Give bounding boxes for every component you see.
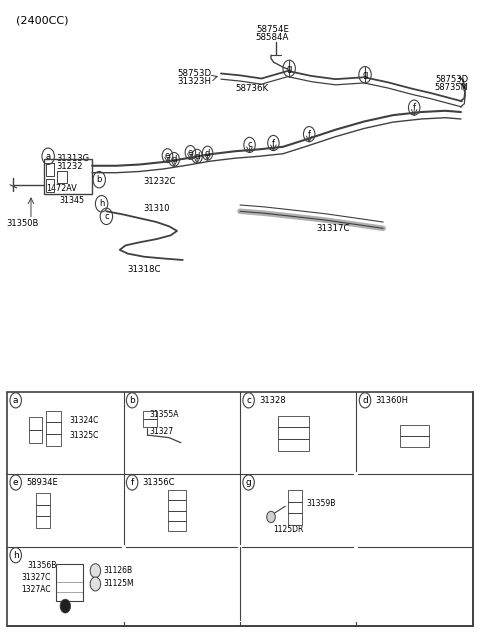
Text: 31360H: 31360H — [375, 396, 408, 405]
Text: e: e — [188, 148, 193, 157]
Circle shape — [60, 599, 71, 613]
Text: 31310: 31310 — [144, 204, 170, 213]
Text: d: d — [194, 152, 200, 161]
Text: 31356C: 31356C — [143, 478, 175, 487]
Bar — [143, 419, 157, 427]
Text: 31324C: 31324C — [69, 416, 98, 425]
Bar — [400, 425, 429, 436]
Text: (2400CC): (2400CC) — [16, 15, 68, 25]
Text: c: c — [247, 140, 252, 149]
Bar — [29, 417, 42, 430]
Text: g: g — [287, 64, 292, 73]
Circle shape — [243, 392, 254, 408]
Text: 31327C: 31327C — [22, 573, 51, 582]
Text: 31317C: 31317C — [316, 225, 350, 234]
Text: 31325C: 31325C — [69, 431, 98, 439]
Bar — [288, 513, 301, 525]
Bar — [46, 434, 61, 446]
Bar — [44, 159, 92, 194]
Bar — [46, 411, 61, 422]
Bar — [168, 511, 186, 521]
Bar — [36, 516, 50, 528]
Circle shape — [360, 392, 371, 408]
Circle shape — [243, 475, 254, 490]
Text: 58753D: 58753D — [435, 76, 468, 84]
Text: g: g — [246, 478, 252, 487]
Circle shape — [90, 577, 101, 591]
Text: 58934E: 58934E — [26, 478, 58, 487]
Bar — [288, 490, 301, 502]
Text: d: d — [205, 149, 210, 157]
Text: 31356B: 31356B — [27, 561, 57, 570]
Circle shape — [10, 392, 22, 408]
Bar — [278, 427, 309, 439]
Circle shape — [267, 511, 276, 523]
Text: 1327AC: 1327AC — [22, 585, 51, 594]
Text: 31313G: 31313G — [57, 154, 90, 163]
Text: f: f — [308, 130, 311, 138]
Circle shape — [10, 547, 22, 563]
Bar — [7, 392, 473, 626]
Text: a: a — [46, 152, 51, 161]
Bar — [400, 436, 429, 448]
Text: b: b — [129, 396, 135, 405]
Text: 58584A: 58584A — [256, 33, 289, 42]
Circle shape — [90, 564, 101, 578]
Text: 58754E: 58754E — [256, 25, 289, 34]
Bar — [278, 439, 309, 451]
Text: g: g — [362, 70, 368, 79]
Text: 31327: 31327 — [150, 427, 174, 436]
Text: 31328: 31328 — [259, 396, 286, 405]
Text: f: f — [413, 103, 416, 112]
Text: c: c — [104, 212, 108, 221]
Text: f: f — [131, 478, 134, 487]
Bar — [168, 521, 186, 531]
Text: a: a — [13, 396, 18, 405]
Text: 1125DR: 1125DR — [274, 525, 304, 534]
Text: f: f — [272, 138, 275, 147]
Text: 31232C: 31232C — [144, 177, 176, 186]
Bar — [46, 163, 54, 176]
Text: 58753D: 58753D — [177, 69, 211, 78]
Bar — [36, 493, 50, 505]
Bar — [278, 416, 309, 427]
Circle shape — [10, 475, 22, 490]
Text: 31125M: 31125M — [104, 580, 134, 589]
Text: 58735M: 58735M — [434, 83, 468, 92]
Text: d: d — [171, 155, 177, 164]
Text: h: h — [13, 551, 19, 559]
Bar — [46, 179, 54, 192]
Text: 31345: 31345 — [60, 196, 85, 205]
Text: 31355A: 31355A — [150, 410, 180, 418]
Bar — [288, 502, 301, 513]
Text: 31359B: 31359B — [307, 498, 336, 507]
Text: 31323H: 31323H — [178, 77, 211, 86]
Bar — [168, 490, 186, 500]
Bar — [29, 430, 42, 443]
Text: 31232: 31232 — [57, 162, 83, 171]
Circle shape — [126, 392, 138, 408]
Bar — [57, 171, 67, 184]
Circle shape — [126, 475, 138, 490]
Bar — [36, 505, 50, 516]
Text: 31126B: 31126B — [104, 566, 132, 575]
Bar — [46, 422, 61, 434]
Bar — [168, 500, 186, 511]
Text: e: e — [165, 151, 170, 160]
Text: 31318C: 31318C — [128, 265, 161, 274]
Text: e: e — [13, 478, 19, 487]
Text: h: h — [99, 199, 104, 208]
Text: b: b — [96, 175, 102, 184]
Text: 31350B: 31350B — [6, 220, 38, 229]
Text: d: d — [362, 396, 368, 405]
Text: c: c — [246, 396, 251, 405]
Bar — [56, 565, 83, 601]
Text: 58736K: 58736K — [235, 84, 268, 93]
Bar — [143, 411, 157, 419]
Text: 1472AV: 1472AV — [46, 184, 76, 193]
